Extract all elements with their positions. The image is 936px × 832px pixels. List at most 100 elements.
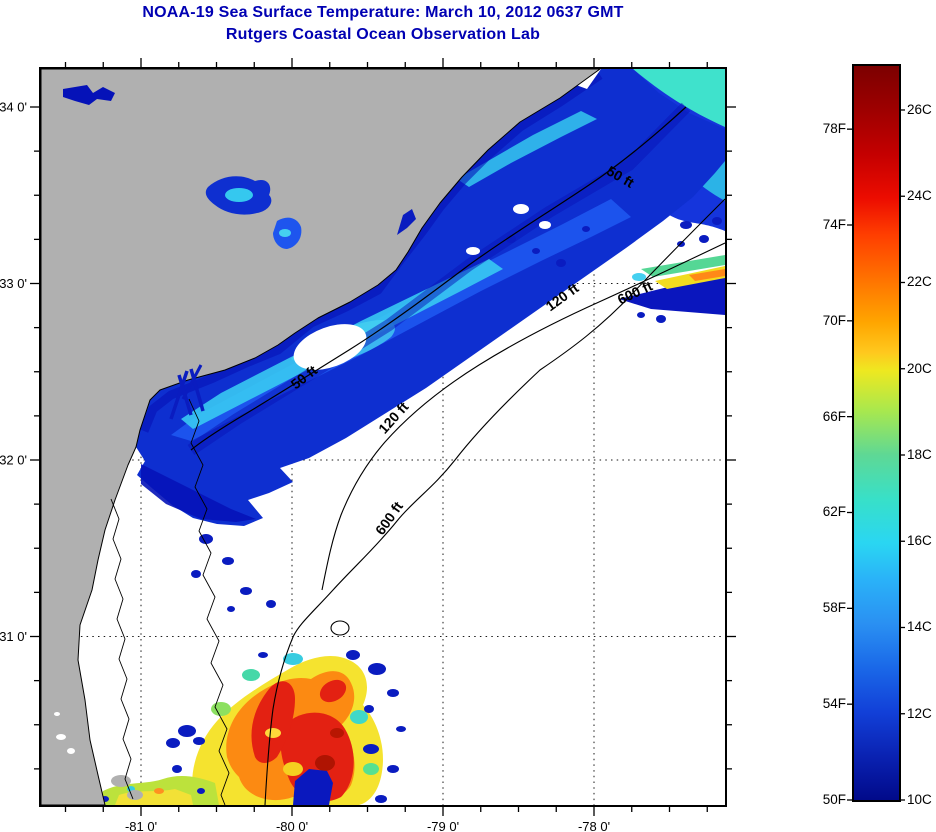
sst-band-coast-shadow — [139, 71, 603, 433]
cloud-hole-2 — [513, 204, 529, 214]
eddy-green-spot — [363, 763, 379, 775]
navy-speck — [387, 689, 399, 697]
navy-speck — [172, 765, 182, 773]
navy-speck — [556, 259, 566, 267]
navy-speck — [193, 737, 205, 745]
colorbar-fahrenheit-label: 54F — [822, 696, 846, 712]
eddy-green-spot — [211, 702, 231, 716]
y-axis-tick-label: 32 0' — [0, 453, 27, 468]
eddy-darkred — [315, 755, 335, 771]
contour-600ft — [264, 198, 725, 805]
colorbar-celsius-label: 18C — [907, 446, 932, 462]
navy-speck — [178, 725, 196, 737]
colorbar-fahrenheit-label: 58F — [822, 600, 846, 616]
navy-speck — [506, 235, 516, 243]
warm-streak-navy — [619, 273, 725, 315]
marsh-gray-blob — [127, 790, 143, 800]
lake-2-center — [225, 188, 253, 202]
eddy-yellow-swirl — [265, 728, 281, 738]
navy-speck — [346, 650, 360, 660]
colorbar-celsius-label: 12C — [907, 705, 932, 721]
navy-speck — [396, 726, 406, 732]
navy-speck — [240, 587, 252, 595]
map-plot-area: 50 ft 50 ft 120 ft 120 ft 600 ft 600 ft — [39, 67, 727, 807]
colorbar-fahrenheit-label: 78F — [822, 121, 846, 137]
navy-speck — [364, 705, 374, 713]
y-axis-tick-label: 33 0' — [0, 276, 27, 291]
x-axis-tick-label: -80 0' — [276, 819, 308, 832]
colorbar-celsius-label: 22C — [907, 274, 932, 290]
marsh-white-speck — [54, 712, 60, 716]
figure-title: NOAA-19 Sea Surface Temperature: March 1… — [142, 4, 624, 21]
eddy-navy-blob — [293, 769, 333, 805]
x-axis-tick-label: -79 0' — [427, 819, 459, 832]
x-axis-tick-label: -78 0' — [578, 819, 610, 832]
barrier-island-line-off — [188, 398, 230, 805]
navy-speck — [191, 570, 201, 578]
land — [41, 69, 601, 805]
river-channel — [189, 368, 205, 412]
colorbar-fahrenheit-label: 70F — [822, 312, 846, 328]
lake-3-center — [279, 229, 291, 237]
colorbar-fahrenheit-label: 50F — [822, 792, 846, 807]
contour-120ft — [321, 242, 725, 591]
eddy-green-spot — [242, 669, 260, 681]
colorbar-celsius-label: 26C — [907, 101, 932, 117]
colorbar-celsius-label: 16C — [907, 533, 932, 549]
eddy-cyan-spot — [283, 653, 303, 665]
navy-speck — [368, 663, 386, 675]
river-channel — [169, 370, 189, 420]
eddy-red-spot — [319, 679, 347, 703]
coast-inlet-blue — [397, 209, 416, 235]
y-axis-tick-label: 34 0' — [0, 100, 27, 115]
eddy-red-arm — [251, 681, 295, 763]
navy-speck — [375, 795, 387, 803]
bottom-band-orange-dot — [154, 788, 164, 794]
sst-corner-cyan — [633, 69, 725, 127]
navy-speck — [266, 600, 276, 608]
navy-speck — [387, 765, 399, 773]
cloud-hole-3 — [539, 221, 551, 229]
colorbar-fahrenheit-label: 66F — [822, 408, 846, 424]
colorbar-fahrenheit-label: 62F — [822, 504, 846, 520]
eddy-cyan-spot — [350, 710, 368, 724]
lake-1 — [63, 85, 115, 105]
marsh-white-speck — [56, 734, 66, 740]
navy-speck — [166, 738, 180, 748]
colorbar-celsius-label: 10C — [907, 792, 932, 807]
navy-speck — [656, 315, 666, 323]
navy-speck — [363, 744, 379, 754]
navy-speck — [532, 248, 540, 254]
navy-speck — [582, 226, 590, 232]
eddy-yellow-swirl — [283, 762, 303, 776]
contour-depth-label: 600 ft — [372, 498, 406, 537]
colorbar-celsius-label: 20C — [907, 360, 932, 376]
warm-streak-cyan-tip — [632, 273, 646, 281]
warm-streak-yellow — [655, 266, 725, 289]
figure-subtitle: Rutgers Coastal Ocean Observation Lab — [225, 26, 541, 43]
cloud-hole-4 — [466, 247, 480, 255]
colorbar-celsius-label: 24C — [907, 188, 932, 204]
navy-speck — [222, 557, 234, 565]
marsh-white-speck — [67, 748, 75, 754]
x-axis-tick-label: -81 0' — [125, 819, 157, 832]
navy-speck — [637, 312, 645, 318]
colorbar-celsius-label: 14C — [907, 619, 932, 635]
colorbar-fahrenheit-label: 74F — [822, 216, 846, 232]
y-axis-tick-label: 31 0' — [0, 629, 27, 644]
temperature-colorbar — [852, 64, 901, 802]
barrier-island-line-near — [110, 498, 134, 800]
eddy-darkred — [330, 728, 344, 738]
sst-band-cyan-upper — [457, 111, 597, 187]
river-channel — [181, 364, 203, 400]
navy-speck — [680, 221, 692, 229]
warm-streak-orange — [689, 269, 725, 281]
navy-speck — [258, 652, 268, 658]
contour-closed-circle — [330, 620, 350, 636]
marsh-gray-blob — [111, 775, 131, 787]
navy-speck — [197, 788, 205, 794]
contour-50ft — [190, 106, 687, 451]
navy-speck — [699, 235, 709, 243]
